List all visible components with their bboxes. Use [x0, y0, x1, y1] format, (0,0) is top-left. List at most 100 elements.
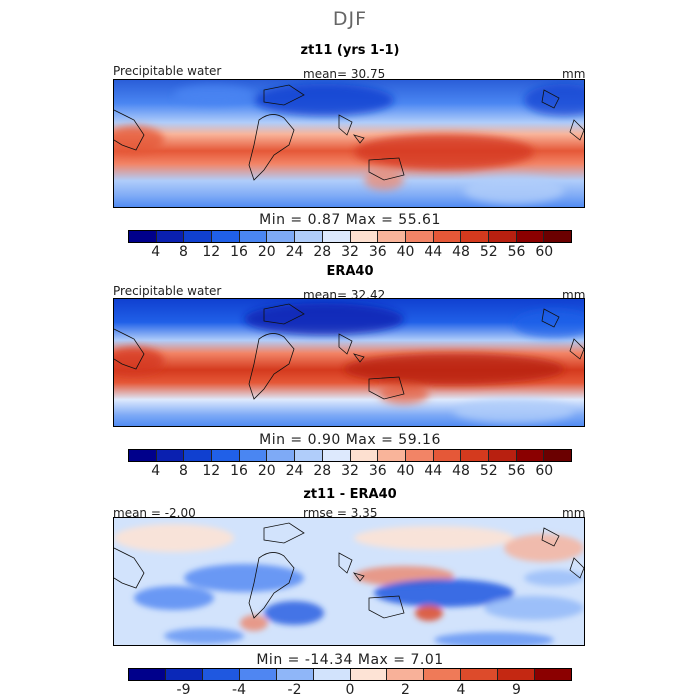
colorbar-tick-label: -4 [232, 682, 246, 698]
panel-3-title: zt11 - ERA40 [303, 487, 397, 502]
colorbar-swatch [516, 231, 545, 242]
panel-1-map [113, 79, 585, 208]
season-title: DJF [332, 8, 368, 30]
colorbar-tick-label: 56 [507, 463, 526, 479]
colorbar-swatch [461, 450, 489, 461]
colorbar-tick-label: 28 [313, 463, 332, 479]
colorbar-tick-label: 44 [424, 463, 443, 479]
colorbar-swatch [405, 231, 434, 242]
colorbar-swatch [322, 231, 351, 242]
colorbar-tick-label: 52 [479, 244, 498, 260]
colorbar-swatch [461, 231, 489, 242]
colorbar-tick-label: 36 [368, 463, 387, 479]
panel-1-colorbar [128, 230, 572, 243]
colorbar-tick-label: 48 [452, 244, 470, 260]
colorbar-tick-label: 12 [202, 244, 221, 260]
colorbar-swatch [350, 669, 388, 680]
colorbar-tick-label: 9 [512, 682, 521, 698]
colorbar-swatch [424, 669, 462, 680]
colorbar-swatch [202, 669, 240, 680]
colorbar-tick-label: 4 [151, 463, 161, 479]
panel-2-min-max: Min = 0.90 Max = 59.16 [259, 432, 441, 448]
colorbar-swatch [267, 450, 296, 461]
colorbar-tick-label: 8 [179, 463, 188, 479]
panel-1-field [114, 80, 584, 207]
panel-3-colorbar-labels: -9 -4 -2 0 2 4 9 [128, 682, 572, 698]
panel-1-title: zt11 (yrs 1-1) [300, 43, 400, 58]
colorbar-swatch [387, 669, 425, 680]
colorbar-swatch [129, 669, 166, 680]
colorbar-swatch [488, 231, 517, 242]
colorbar-tick-label: 24 [285, 463, 304, 479]
panel-2-map [113, 298, 585, 427]
colorbar-swatch [461, 669, 499, 680]
colorbar-tick-label: 40 [396, 244, 415, 260]
colorbar-swatch [516, 450, 545, 461]
panel-1-units-label: mm [562, 67, 586, 81]
colorbar-swatch [295, 231, 323, 242]
panel-3-min-max: Min = -14.34 Max = 7.01 [256, 652, 444, 668]
colorbar-swatch [322, 450, 351, 461]
colorbar-swatch [156, 450, 185, 461]
colorbar-swatch [544, 231, 571, 242]
colorbar-swatch [276, 669, 314, 680]
panel-2-title: ERA40 [326, 264, 374, 279]
colorbar-tick-label: 12 [202, 463, 221, 479]
colorbar-swatch [165, 669, 203, 680]
colorbar-tick-label: 48 [452, 463, 470, 479]
colorbar-tick-label: 2 [401, 682, 410, 698]
colorbar-swatch [239, 231, 268, 242]
colorbar-tick-label: 0 [345, 682, 355, 698]
colorbar-tick-label: 28 [313, 244, 332, 260]
colorbar-swatch [488, 450, 517, 461]
panel-3-rmse-label: rmse = 3.35 [303, 506, 378, 520]
colorbar-tick-label: 16 [230, 244, 248, 260]
colorbar-swatch [313, 669, 351, 680]
colorbar-swatch [212, 231, 240, 242]
colorbar-swatch [498, 669, 536, 680]
panel-3-units-label: mm [562, 506, 586, 520]
colorbar-tick-label: 44 [424, 244, 443, 260]
colorbar-swatch [544, 450, 571, 461]
colorbar-tick-label: 16 [230, 463, 248, 479]
colorbar-tick-label: -9 [176, 682, 191, 698]
colorbar-tick-label: 56 [507, 244, 526, 260]
panel-1-colorbar-labels: 4 8 12 16 20 24 28 32 36 40 44 48 52 56 … [128, 244, 572, 260]
colorbar-tick-label: 4 [151, 244, 161, 260]
panel-3-map [113, 517, 585, 646]
colorbar-swatch [212, 450, 240, 461]
colorbar-swatch [378, 450, 406, 461]
colorbar-swatch [535, 669, 572, 680]
panel-3-field [114, 518, 584, 645]
colorbar-swatch [267, 231, 296, 242]
colorbar-tick-label: 60 [535, 463, 554, 479]
panel-2-colorbar [128, 449, 572, 462]
colorbar-swatch [350, 231, 379, 242]
colorbar-swatch [350, 450, 379, 461]
colorbar-tick-label: 20 [257, 244, 276, 260]
panel-2-field [114, 299, 584, 426]
colorbar-swatch [433, 231, 462, 242]
colorbar-swatch [295, 450, 323, 461]
panel-2-variable-label: Precipitable water [113, 284, 222, 298]
colorbar-swatch [184, 231, 213, 242]
panel-3-mean-label: mean = -2.00 [113, 506, 196, 520]
colorbar-swatch [129, 450, 157, 461]
panel-2-colorbar-labels: 4 8 12 16 20 24 28 32 36 40 44 48 52 56 … [128, 463, 572, 479]
panel-1-min-max: Min = 0.87 Max = 55.61 [259, 212, 441, 228]
colorbar-swatch [378, 231, 406, 242]
colorbar-swatch [129, 231, 157, 242]
colorbar-tick-label: 4 [456, 682, 466, 698]
colorbar-swatch [405, 450, 434, 461]
colorbar-swatch [433, 450, 462, 461]
colorbar-swatch [239, 669, 277, 680]
colorbar-tick-label: -2 [287, 682, 302, 698]
panel-1-mean-label: mean= 30.75 [303, 67, 386, 81]
colorbar-tick-label: 32 [341, 463, 359, 479]
colorbar-tick-label: 52 [479, 463, 498, 479]
colorbar-tick-label: 8 [179, 244, 188, 260]
colorbar-swatch [156, 231, 185, 242]
colorbar-tick-label: 24 [285, 244, 304, 260]
colorbar-tick-label: 60 [535, 244, 554, 260]
colorbar-tick-label: 40 [396, 463, 415, 479]
